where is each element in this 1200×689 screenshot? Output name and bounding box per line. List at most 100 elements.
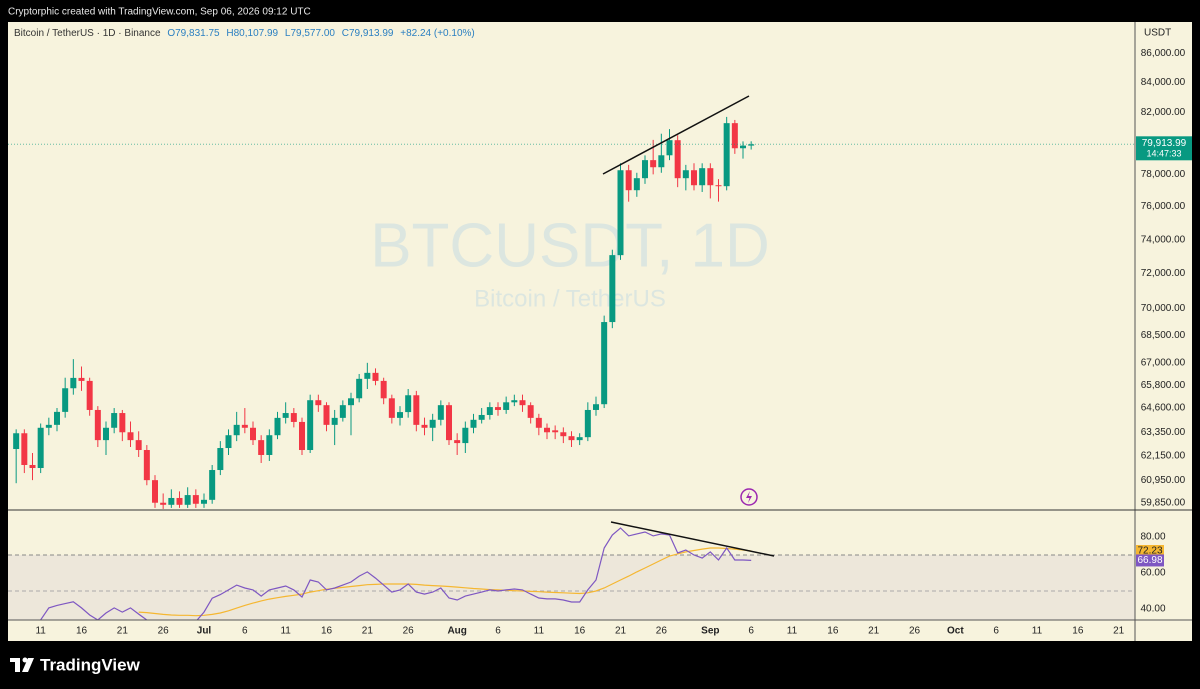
candle-body bbox=[143, 450, 150, 481]
candle-body bbox=[576, 437, 583, 441]
x-tick-label: 6 bbox=[993, 626, 999, 637]
indicator-line bbox=[138, 547, 752, 617]
last-value-label: 72.23 bbox=[1137, 546, 1162, 557]
candle-body bbox=[446, 405, 452, 441]
candle-body bbox=[405, 395, 412, 413]
y-tick-label: 80.00 bbox=[1140, 532, 1165, 543]
countdown: 14:47:33 bbox=[1146, 149, 1181, 159]
footer-brand: TradingView bbox=[40, 655, 141, 674]
candle-body bbox=[233, 424, 240, 436]
chart-background bbox=[8, 22, 1192, 641]
candle-body bbox=[152, 480, 158, 503]
x-tick-label: 21 bbox=[117, 626, 129, 637]
y-tick-label: 65,800.00 bbox=[1141, 380, 1186, 391]
candle-body bbox=[258, 440, 265, 455]
candle-body bbox=[584, 409, 591, 438]
currency-label: USDT bbox=[1144, 28, 1171, 39]
x-tick-label: 16 bbox=[1072, 626, 1084, 637]
candle-body bbox=[699, 168, 706, 186]
candle-body bbox=[478, 414, 485, 420]
x-tick-label: 16 bbox=[76, 626, 88, 637]
legend: Bitcoin / TetherUS · 1D · Binance O79,83… bbox=[14, 28, 475, 39]
x-tick-label: Oct bbox=[947, 626, 964, 637]
price-pane bbox=[8, 116, 1135, 509]
candle-body bbox=[29, 464, 36, 469]
y-tick-label: 78,000.00 bbox=[1141, 169, 1186, 180]
candle-body bbox=[241, 424, 248, 428]
last-value-box bbox=[1136, 544, 1164, 557]
rsi-band bbox=[8, 555, 1135, 620]
y-tick-label: 82,000.00 bbox=[1141, 107, 1186, 118]
candle-body bbox=[560, 432, 567, 437]
x-tick-label: 16 bbox=[321, 626, 333, 637]
x-tick-label: 6 bbox=[748, 626, 754, 637]
y-tick-label: 72,000.00 bbox=[1141, 268, 1186, 279]
candle-body bbox=[160, 502, 167, 505]
last-value-box bbox=[1136, 554, 1164, 567]
x-tick-label: 26 bbox=[158, 626, 170, 637]
candle-body bbox=[642, 160, 648, 179]
candle-body bbox=[421, 424, 428, 428]
candle-body bbox=[633, 178, 640, 191]
candle-body bbox=[225, 435, 232, 449]
candle-body bbox=[707, 168, 714, 186]
candle-body bbox=[715, 185, 722, 187]
x-tick-label: 6 bbox=[495, 626, 501, 637]
legend-high: H80,107.99 bbox=[226, 28, 278, 39]
candle-body bbox=[593, 404, 599, 410]
candle-body bbox=[299, 421, 305, 451]
x-tick-label: 16 bbox=[574, 626, 586, 637]
y-tick-label: 63,350.00 bbox=[1141, 427, 1186, 438]
candle-body bbox=[282, 413, 289, 418]
candle-body bbox=[356, 378, 363, 399]
y-tick-label: 68,500.00 bbox=[1141, 330, 1186, 341]
y-tick-label: 60,950.00 bbox=[1141, 475, 1186, 486]
y-tick-label: 76,000.00 bbox=[1141, 201, 1186, 212]
x-tick-label: 16 bbox=[827, 626, 839, 637]
candle-body bbox=[535, 417, 542, 428]
candle-body bbox=[552, 430, 559, 433]
y-tick-label: 64,600.00 bbox=[1141, 403, 1186, 414]
x-tick-label: 26 bbox=[656, 626, 668, 637]
x-tick-label: 21 bbox=[1113, 626, 1125, 637]
candle-body bbox=[307, 400, 314, 451]
y-tick-label: 62,150.00 bbox=[1141, 451, 1186, 462]
candle-body bbox=[315, 400, 322, 406]
y-tick-label: 59,850.00 bbox=[1141, 497, 1186, 508]
y-tick-label: 60.00 bbox=[1140, 568, 1165, 579]
candle-body bbox=[380, 380, 387, 399]
watermark-ticker: BTCUSDT, 1D bbox=[370, 211, 770, 280]
legend-close: C79,913.99 bbox=[342, 28, 394, 39]
attribution: Cryptorphic created with TradingView.com… bbox=[8, 7, 311, 18]
candle-body bbox=[740, 145, 746, 149]
last-price-label: 79,913.99 bbox=[1142, 138, 1187, 149]
candle-body bbox=[388, 398, 395, 418]
candle-body bbox=[331, 417, 338, 425]
x-tick-label: 21 bbox=[362, 626, 374, 637]
candle-body bbox=[176, 497, 183, 505]
candle-body bbox=[658, 155, 665, 168]
candle-body bbox=[470, 419, 477, 428]
candle-body bbox=[413, 395, 420, 425]
candle-body bbox=[62, 388, 69, 412]
x-tick-label: 26 bbox=[909, 626, 921, 637]
legend-change: +82.24 (+0.10%) bbox=[400, 28, 475, 39]
candle-body bbox=[217, 448, 224, 471]
last-value-label: 66.98 bbox=[1137, 555, 1162, 566]
candle-body bbox=[527, 405, 534, 418]
candle-body bbox=[372, 372, 379, 381]
watermark-name: Bitcoin / TetherUS bbox=[474, 285, 666, 312]
candle-body bbox=[617, 170, 624, 256]
candle-body bbox=[266, 435, 273, 455]
candle-body bbox=[168, 497, 175, 505]
candle-body bbox=[127, 432, 134, 441]
candle-body bbox=[250, 427, 256, 441]
candle-body bbox=[184, 495, 191, 505]
x-tick-label: Aug bbox=[447, 626, 466, 637]
y-tick-label: 40.00 bbox=[1140, 604, 1165, 615]
footer-logo bbox=[10, 657, 34, 672]
y-tick-label: 67,000.00 bbox=[1141, 357, 1186, 368]
candle-body bbox=[78, 377, 85, 381]
candle-body bbox=[674, 140, 681, 179]
